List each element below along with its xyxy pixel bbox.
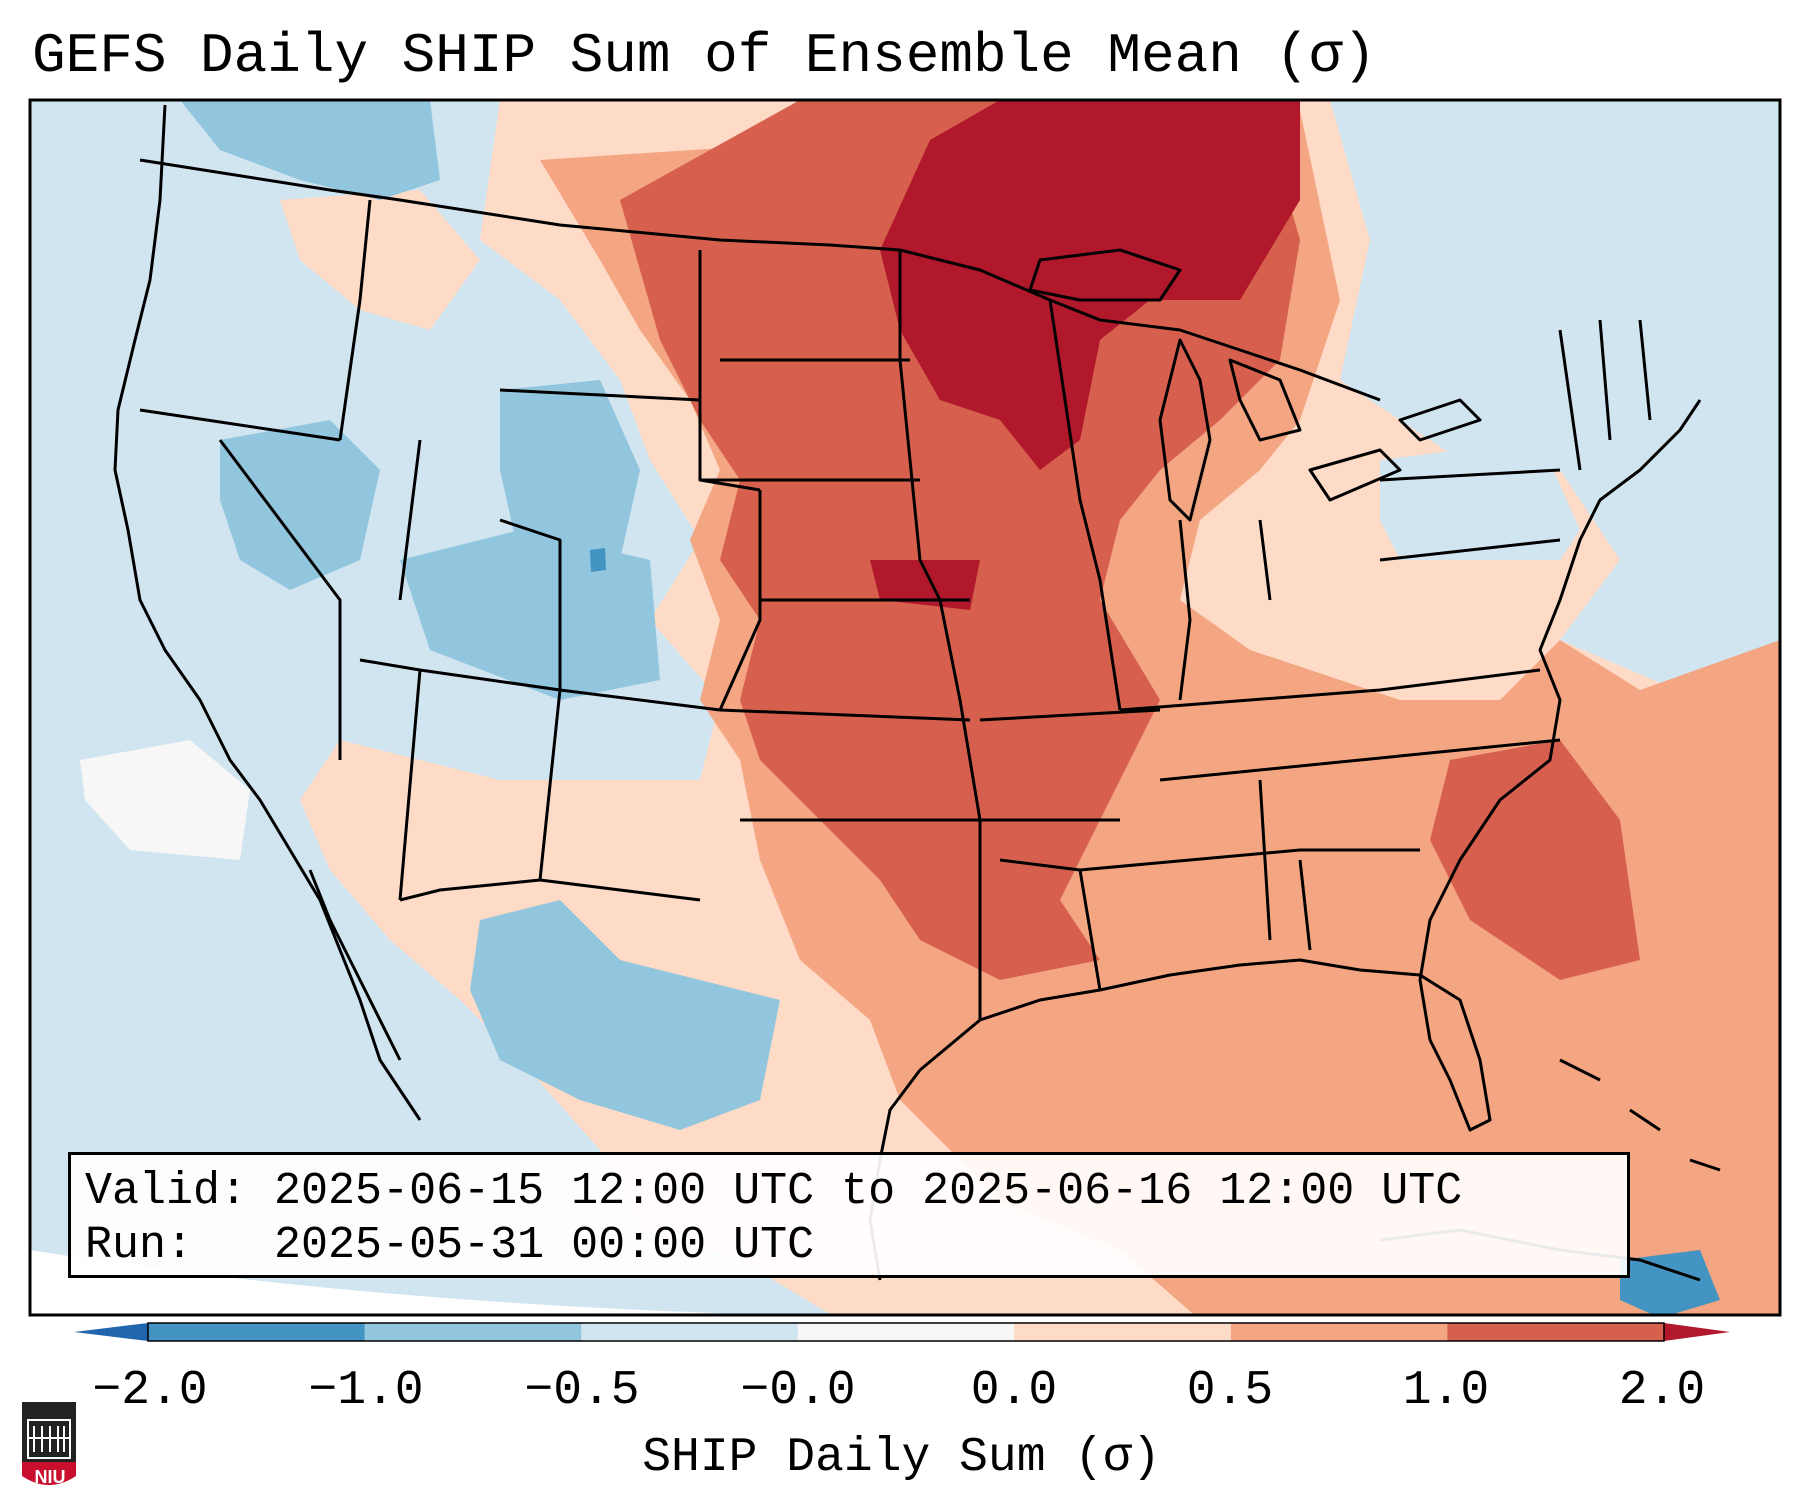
colorbar-tick-label: −2.0: [92, 1364, 208, 1418]
state-lines-east: [1048, 299, 1652, 951]
cool-anomaly-north: [180, 100, 440, 200]
cool-anomaly-colorado: [400, 530, 660, 700]
anomaly-field: [30, 100, 1780, 1315]
east-coastline: [1418, 399, 1702, 1041]
warm-anomaly-atlantic: [1430, 740, 1640, 980]
warm-anomaly-strong: [620, 100, 1300, 980]
colorbar: [74, 1322, 1730, 1342]
colorbar-segment: [1230, 1323, 1448, 1341]
colorbar-tick-label: 0.0: [970, 1364, 1058, 1418]
neutral-canada-east: [1380, 100, 1780, 600]
run-value: 2025-05-31 00:00 UTC: [274, 1220, 815, 1271]
run-label: Run:: [85, 1220, 194, 1271]
west-coastline: [113, 104, 422, 1121]
colorbar-arrow-right: [1664, 1323, 1730, 1341]
warm-anomaly-extreme-kansas: [870, 560, 980, 610]
canada-us-border: [139, 158, 901, 252]
caribbean-islands: [1559, 1058, 1721, 1172]
colorbar-segment: [797, 1323, 1015, 1341]
neutral-northeast: [1380, 440, 1580, 560]
colorbar-tick-label: 0.5: [1186, 1364, 1274, 1418]
colorbar-segment: [1447, 1323, 1665, 1341]
warm-anomaly-extreme: [880, 100, 1300, 470]
cool-anomaly-caribbean: [1620, 1250, 1720, 1315]
cool-anomaly-nevada: [220, 420, 380, 590]
baja-peninsula: [308, 869, 402, 1061]
map-title: GEFS Daily SHIP Sum of Ensemble Mean (σ): [32, 24, 1377, 88]
colorbar-label: SHIP Daily Sum (σ): [642, 1431, 1161, 1485]
great-lakes-border: [899, 248, 1381, 402]
colorbar-outline: [147, 1322, 1665, 1342]
colorbar-arrow-left: [74, 1323, 148, 1341]
neutral-patch: [80, 740, 250, 860]
map-frame: [28, 98, 1782, 1317]
colorbar-tick-label: 1.0: [1402, 1364, 1490, 1418]
colorbar-tick-label: −0.5: [524, 1364, 640, 1418]
cool-anomaly-spot: [590, 548, 606, 572]
colorbar-segments: [148, 1323, 1665, 1341]
valid-value: 2025-06-15 12:00 UTC to 2025-06-16 12:00…: [274, 1166, 1463, 1217]
state-lines-central: [700, 250, 1161, 1020]
logo-text: NIU: [34, 1467, 66, 1487]
logo-band: [22, 1462, 76, 1485]
niu-logo: [22, 1402, 76, 1485]
colorbar-segment: [581, 1323, 799, 1341]
great-lakes: [1028, 248, 1482, 522]
state-lines-west: [139, 199, 762, 902]
colorbar-segment: [364, 1323, 582, 1341]
projection-edge: [30, 1250, 771, 1315]
boundaries: [113, 104, 1721, 1282]
colorbar-tick-label: −0.0: [740, 1364, 856, 1418]
colorbar-segment: [148, 1323, 366, 1341]
warm-anomaly-northwest: [280, 190, 480, 330]
run-info-box: Valid: 2025-06-15 12:00 UTC to 2025-06-1…: [68, 1152, 1630, 1278]
gulf-coastline: [919, 958, 1492, 1132]
colorbar-tick-label: 2.0: [1618, 1364, 1706, 1418]
colorbar-segment: [1014, 1323, 1232, 1341]
colorbar-tick-label: −1.0: [308, 1364, 424, 1418]
cool-anomaly-mexico: [470, 900, 780, 1130]
valid-label: Valid:: [85, 1166, 248, 1217]
